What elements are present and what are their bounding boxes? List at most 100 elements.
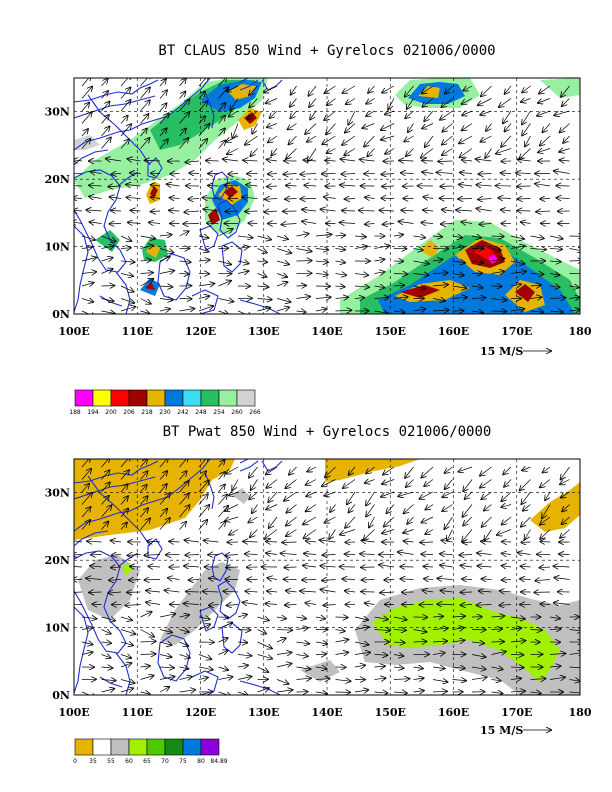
wind-vector bbox=[266, 504, 278, 510]
wind-vector bbox=[159, 286, 172, 287]
wind-vector bbox=[452, 274, 464, 276]
wind-vector bbox=[498, 198, 512, 199]
wind-vector bbox=[249, 98, 258, 108]
wind-vector bbox=[151, 185, 161, 186]
wind-vector bbox=[189, 173, 200, 174]
wind-vector bbox=[130, 173, 141, 174]
wind-vector bbox=[257, 688, 269, 692]
colorbar-swatch bbox=[182, 389, 202, 407]
colorbar-level-label: 80 bbox=[197, 758, 205, 765]
colorbar-level-label: 242 bbox=[177, 409, 189, 416]
wind-vector bbox=[442, 491, 453, 497]
cloud-region-scs-3-core bbox=[145, 282, 155, 290]
wind-vector bbox=[179, 642, 189, 646]
coastline-segment bbox=[74, 550, 127, 654]
wind-vector bbox=[304, 554, 317, 555]
wind-vector bbox=[360, 159, 375, 161]
colorbar-level-label: 35 bbox=[89, 758, 97, 765]
wind-vector bbox=[549, 261, 561, 262]
wind-vector bbox=[81, 652, 93, 655]
wind-vector bbox=[74, 592, 83, 593]
colorbar-swatch bbox=[74, 738, 94, 756]
x-tick-labels-2: 100E 110E 120E 130E 140E 150E 160E 170E 180 bbox=[58, 706, 592, 719]
wind-vector bbox=[267, 124, 278, 128]
wind-vector bbox=[463, 86, 473, 91]
wind-vector bbox=[393, 617, 407, 620]
wind-vector bbox=[505, 123, 512, 132]
wind-vector bbox=[237, 677, 251, 680]
wind-vector bbox=[510, 667, 524, 668]
coastline-segment bbox=[221, 241, 243, 273]
wind-vector bbox=[232, 123, 239, 139]
wind-vector bbox=[476, 209, 492, 212]
wind-vector bbox=[383, 224, 395, 225]
wind-vector bbox=[354, 617, 368, 620]
wind-vector bbox=[335, 274, 347, 276]
wind-vector bbox=[539, 567, 551, 568]
wind-vector bbox=[520, 479, 531, 491]
coastline-segment bbox=[261, 79, 283, 91]
colorbar-level-label: 70 bbox=[161, 758, 169, 765]
wind-vector bbox=[184, 211, 200, 212]
wind-vector bbox=[89, 185, 102, 186]
wind-vector bbox=[140, 666, 150, 667]
x-tick-label: 170E bbox=[501, 325, 532, 338]
wind-vector bbox=[481, 491, 492, 499]
wind-vector bbox=[554, 603, 570, 605]
wind-vector bbox=[306, 541, 317, 542]
wind-vector bbox=[335, 249, 346, 250]
wind-vector bbox=[81, 103, 89, 112]
wind-vector bbox=[209, 578, 219, 579]
wind-vector bbox=[101, 482, 110, 493]
wind-vector bbox=[302, 221, 317, 223]
colorbar-level-label: 218 bbox=[141, 409, 153, 416]
colorbar-swatch bbox=[236, 389, 256, 407]
wind-vector bbox=[108, 186, 122, 187]
wind-vector bbox=[335, 310, 352, 311]
wind-vector bbox=[290, 98, 297, 107]
wind-vector bbox=[230, 98, 239, 111]
wind-vector bbox=[354, 298, 364, 299]
wind-vector bbox=[303, 516, 317, 524]
wind-vector bbox=[237, 247, 248, 249]
wind-vector bbox=[462, 160, 473, 161]
wind-vector bbox=[307, 467, 317, 472]
wind-vector bbox=[74, 174, 83, 175]
coastline-segment bbox=[191, 289, 219, 314]
wind-vector bbox=[393, 679, 409, 680]
wind-vector bbox=[476, 159, 492, 161]
coastline-segment bbox=[239, 78, 259, 91]
wind-vector bbox=[476, 185, 492, 186]
wind-vector bbox=[538, 98, 551, 104]
wind-vector bbox=[440, 110, 453, 120]
wind-vector bbox=[218, 472, 225, 480]
wind-vector bbox=[320, 590, 336, 593]
wind-vector bbox=[266, 479, 278, 488]
wind-vector bbox=[354, 652, 370, 654]
wind-vector bbox=[81, 642, 93, 645]
wind-vector bbox=[413, 249, 423, 251]
wind-vector bbox=[267, 578, 278, 580]
wind-vector bbox=[120, 523, 127, 530]
wind-vector bbox=[491, 652, 506, 655]
wind-vector bbox=[323, 605, 336, 606]
wind-vector bbox=[452, 247, 464, 249]
colorbar-swatch bbox=[182, 738, 202, 756]
wind-vector bbox=[159, 630, 172, 633]
wind-vector bbox=[382, 479, 395, 485]
wind-vector bbox=[270, 110, 278, 118]
wind-vector bbox=[140, 485, 147, 493]
wind-vector bbox=[444, 516, 453, 529]
wind-vector bbox=[335, 617, 348, 618]
wind-vector bbox=[285, 605, 297, 606]
cloud-region-ne bbox=[540, 78, 580, 98]
wind-vector bbox=[354, 627, 369, 630]
wind-vector bbox=[461, 565, 473, 567]
wind-vector bbox=[89, 592, 102, 593]
wind-vector bbox=[224, 591, 239, 592]
wind-vector bbox=[243, 541, 258, 542]
wind-vector bbox=[381, 123, 395, 131]
wind-vector bbox=[140, 88, 150, 99]
wind-vector bbox=[81, 493, 92, 505]
wind-vector bbox=[110, 197, 122, 199]
